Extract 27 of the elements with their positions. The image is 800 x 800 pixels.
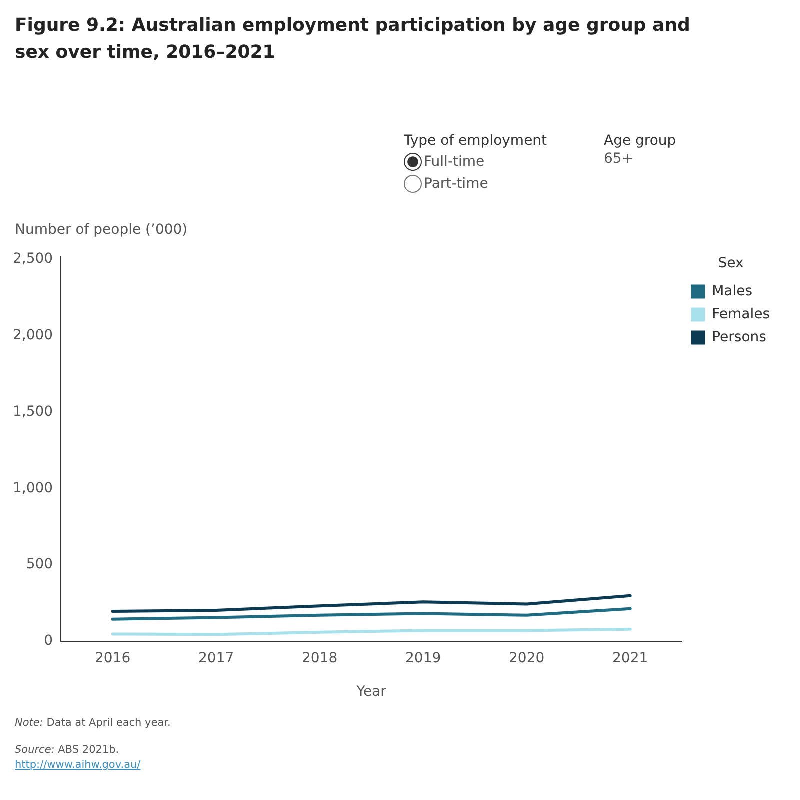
- text: Age group: [604, 133, 676, 149]
- text: 65+: [604, 151, 635, 167]
- text: Note: Data at April each year.: [15, 716, 171, 731]
- x-tick-label: 2020: [509, 650, 545, 666]
- legend-label: Persons: [712, 329, 766, 346]
- text: http://www.aihw.gov.au/: [15, 759, 141, 771]
- x-tick-label: 2016: [95, 650, 131, 666]
- x-tick-label: 2019: [406, 650, 442, 666]
- y-tick-label: 1,000: [12, 480, 54, 496]
- text: Type of employment: [404, 133, 548, 149]
- y-tick-label: 2,500: [12, 251, 54, 268]
- chart-title: Figure 9.2: Australian employment participation by age group and sex over time, 2016–2021: [15, 14, 692, 65]
- legend-title: Sex: [718, 256, 744, 272]
- source-note: Source: ABS 2021b.: [15, 743, 120, 758]
- y-tick-label: 500: [26, 556, 54, 573]
- y-tick-label: 1,500: [12, 404, 54, 420]
- text: Full-time: [424, 154, 485, 170]
- x-tick-label: 2017: [198, 650, 234, 666]
- legend-label: Females: [712, 306, 770, 322]
- text: Part-time: [424, 176, 488, 192]
- y-axis-title: Number of people (’000): [15, 222, 188, 238]
- y-tick-label: 2,000: [12, 327, 54, 344]
- x-tick-label: 2018: [302, 650, 338, 666]
- x-axis-title: Year: [356, 684, 387, 700]
- legend-label: Males: [712, 283, 753, 300]
- x-tick-label: 2021: [612, 650, 648, 666]
- y-tick-label: 0: [44, 633, 54, 650]
